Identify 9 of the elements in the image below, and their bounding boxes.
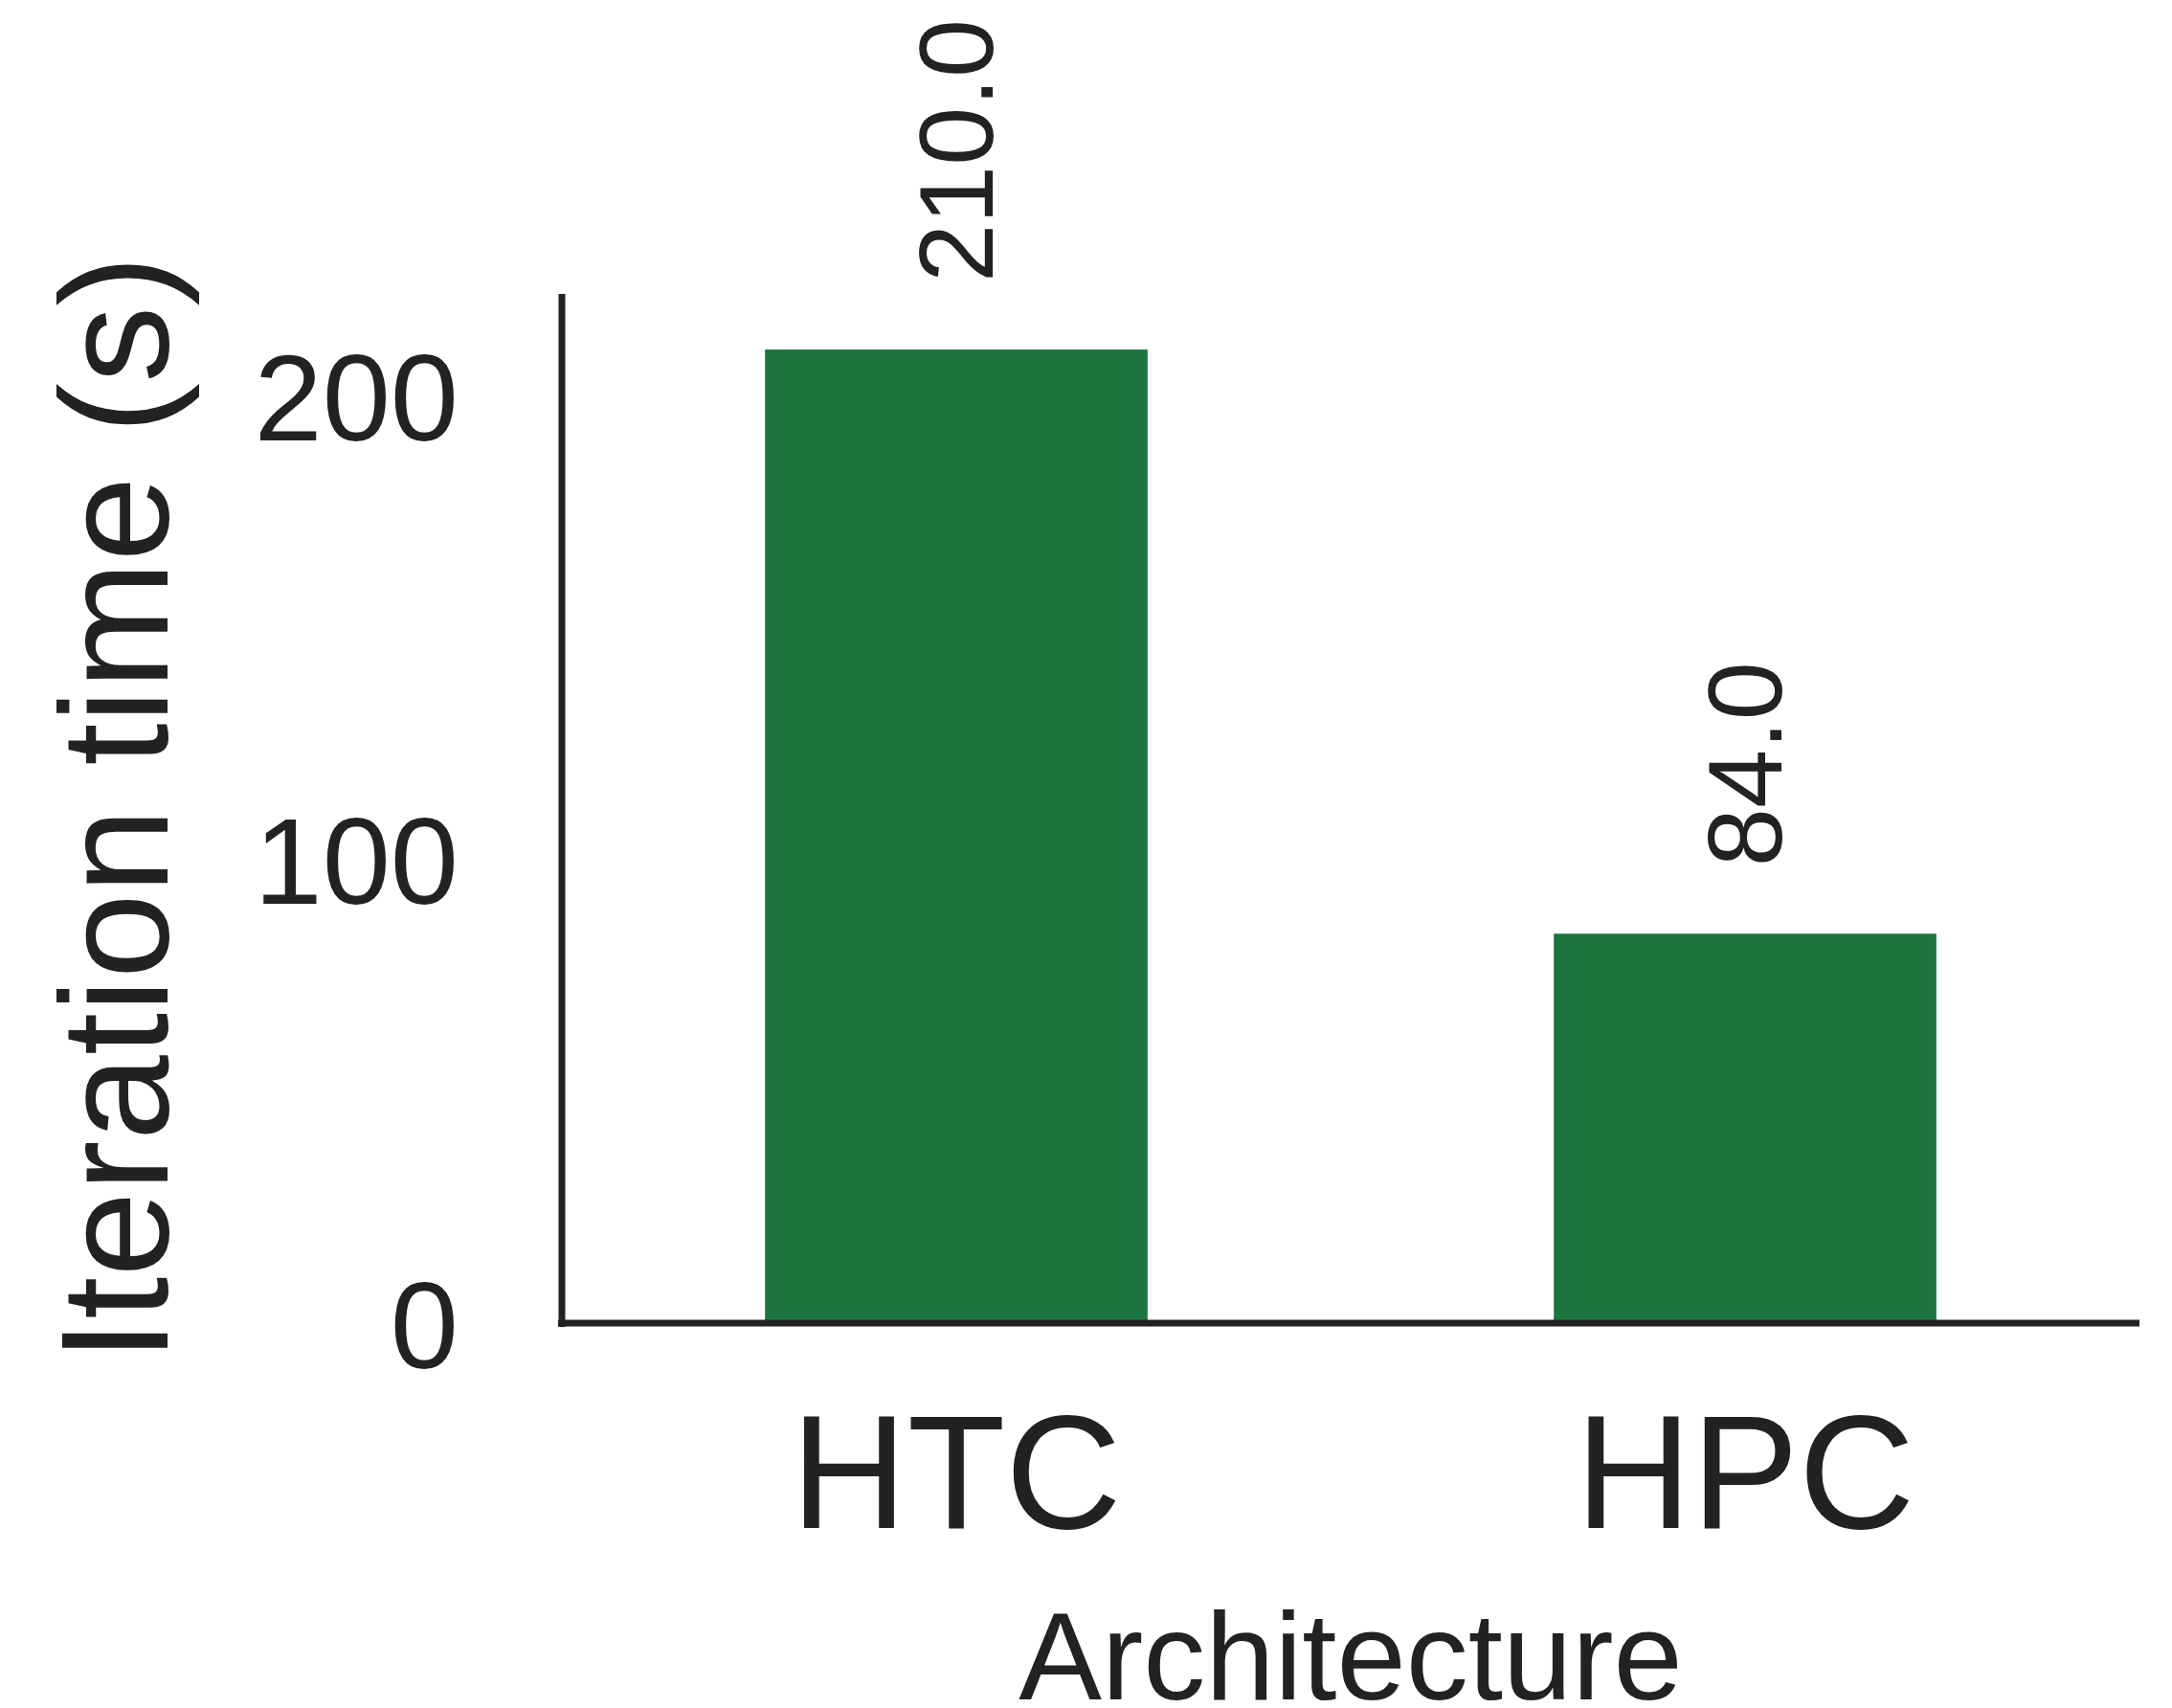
y-tick-label: 0: [390, 1256, 459, 1394]
y-tick-label: 100: [254, 793, 459, 931]
x-tick-label: HTC: [791, 1382, 1122, 1563]
x-axis-title: Architecture: [1019, 1586, 1683, 1708]
data-label: 210.0: [897, 18, 1015, 283]
data-label: 84.0: [1686, 662, 1803, 867]
y-axis-title: Iteration time (s): [29, 255, 200, 1362]
x-tick-label: HPC: [1575, 1382, 1915, 1563]
y-tick-label: 200: [254, 329, 459, 467]
